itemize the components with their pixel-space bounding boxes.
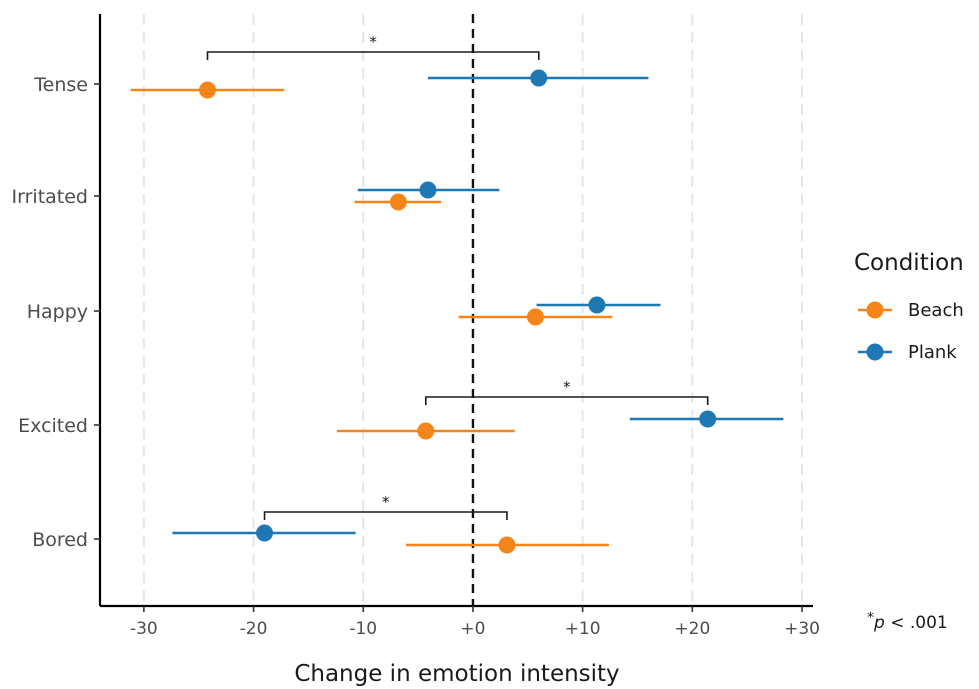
point-plank-bored	[256, 524, 274, 542]
x-tick-label--20: +20	[674, 619, 710, 639]
legend: Condition Beach Plank	[854, 250, 964, 363]
x-tick-label--0: +0	[460, 619, 485, 639]
legend-label-plank: Plank	[908, 342, 957, 363]
bracket-bored-label: *	[382, 493, 390, 511]
bracket-bored	[263, 511, 508, 520]
significance-note-text: *p < .001	[867, 610, 948, 633]
point-plank-irritated	[419, 181, 437, 199]
point-beach-bored	[498, 536, 516, 554]
note-p: p	[873, 613, 885, 633]
significance-note: *p < .001	[867, 610, 948, 633]
point-plank-tense	[530, 69, 548, 87]
data-marks	[130, 69, 784, 554]
point-plank-excited	[699, 410, 717, 428]
y-tick-label-bored: Bored	[32, 529, 88, 551]
point-beach-irritated	[389, 193, 407, 211]
note-star: *	[867, 610, 874, 626]
bracket-tense	[206, 51, 540, 60]
x-tick-label--30: +30	[784, 619, 820, 639]
y-tick-label-irritated: Irritated	[12, 186, 88, 208]
legend-point-plank	[866, 343, 884, 361]
axis-labels: Change in emotion intensity -30 -20 -10 +0 +…	[12, 74, 820, 687]
y-tick-label-happy: Happy	[27, 301, 88, 323]
y-tick-label-excited: Excited	[18, 415, 88, 437]
bracket-excited-label: *	[563, 378, 571, 396]
x-tick-label--10: +10	[565, 619, 601, 639]
y-tick-label-tense: Tense	[33, 74, 88, 96]
bracket-tense-label: *	[369, 33, 377, 51]
point-beach-excited	[417, 422, 435, 440]
legend-title: Condition	[854, 250, 964, 276]
x-tick-label--20: -20	[240, 619, 268, 639]
axes	[94, 14, 813, 612]
legend-label-beach: Beach	[908, 300, 964, 321]
x-tick-label--30: -30	[130, 619, 158, 639]
point-plank-happy	[588, 296, 606, 314]
x-tick-label--10: -10	[349, 619, 377, 639]
point-beach-happy	[526, 308, 544, 326]
bracket-excited	[424, 396, 709, 405]
grid-lines	[142, 14, 804, 606]
significance-brackets: * * *	[206, 33, 709, 520]
note-rest: < .001	[885, 613, 948, 633]
point-beach-tense	[198, 81, 216, 99]
x-axis-title: Change in emotion intensity	[294, 661, 619, 687]
legend-point-beach	[866, 301, 884, 319]
